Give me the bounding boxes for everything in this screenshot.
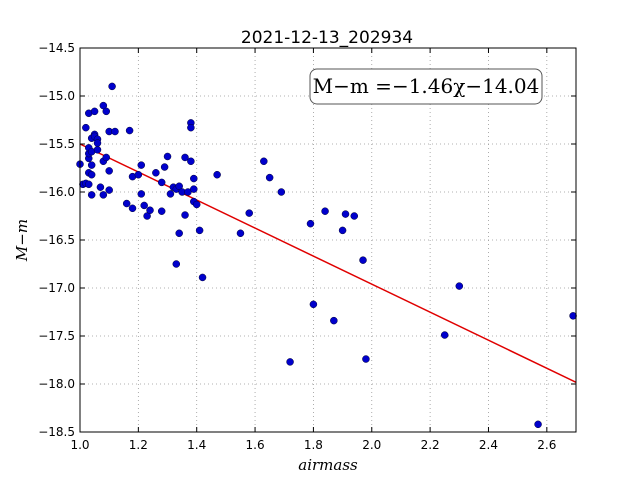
x-tick-label: 1.8 (304, 438, 323, 452)
data-point (137, 161, 146, 169)
data-point (190, 185, 198, 193)
data-point (166, 190, 175, 198)
data-point (85, 180, 93, 189)
data-point (198, 273, 207, 282)
data-point (102, 153, 111, 162)
data-point (140, 201, 148, 210)
data-point (187, 123, 195, 132)
ticks-layer (79, 47, 576, 433)
data-point (82, 123, 90, 132)
data-point (192, 200, 201, 209)
data-point (90, 107, 99, 116)
data-point (569, 312, 577, 320)
x-tick-label: 1.2 (129, 438, 148, 452)
data-point (108, 82, 116, 91)
data-point (163, 152, 172, 161)
data-point (105, 167, 113, 175)
data-point (195, 226, 204, 235)
data-point (181, 211, 189, 219)
data-point (440, 331, 449, 339)
data-point (338, 226, 347, 235)
data-point (93, 146, 102, 154)
y-tick-label: −18.5 (38, 425, 75, 439)
data-point (152, 169, 160, 177)
fit-equation: M−m =−1.46χ−14.04 (313, 74, 540, 98)
data-point (260, 157, 268, 166)
data-point (245, 209, 253, 217)
data-point (111, 127, 119, 136)
data-point (286, 358, 294, 366)
data-point (87, 161, 96, 169)
data-point (306, 219, 315, 228)
x-axis-label: airmass (298, 456, 358, 474)
data-point (321, 207, 329, 215)
y-tick-labels: −14.5 −15.0 −15.5 −16.0 −16.5 −17.0 −17.5 −18.0… (38, 41, 75, 439)
data-point (236, 229, 245, 238)
data-point (190, 174, 198, 183)
data-point (277, 188, 286, 196)
y-tick-label: −17.0 (38, 281, 75, 295)
data-point (146, 206, 154, 214)
data-point (350, 212, 359, 220)
data-points (76, 82, 577, 429)
x-tick-label: 1.4 (187, 438, 206, 452)
x-tick-label: 2.0 (362, 438, 381, 452)
data-point (187, 157, 195, 166)
x-tick-label: 2.4 (479, 438, 498, 452)
x-tick-label: 2.6 (537, 438, 556, 452)
x-tick-label: 1.0 (70, 438, 89, 452)
x-tick-label: 1.6 (246, 438, 265, 452)
data-point (175, 229, 183, 238)
y-tick-label: −16.0 (38, 185, 75, 199)
annotation-box (309, 68, 543, 105)
data-point (122, 199, 131, 208)
data-point (102, 107, 111, 116)
data-point (172, 260, 181, 268)
x-tick-label: 2.2 (421, 438, 440, 452)
data-point (137, 190, 146, 198)
data-point (105, 186, 113, 194)
data-point (160, 163, 169, 171)
fit-annotation: M−m =−1.46χ−14.04 (309, 68, 543, 105)
y-tick-label: −17.5 (38, 329, 75, 343)
y-axis-label: M−m (13, 219, 31, 262)
data-point (99, 191, 108, 199)
y-tick-label: −16.5 (38, 233, 75, 247)
data-point (134, 170, 143, 179)
data-point (455, 282, 464, 290)
data-point (181, 153, 189, 162)
data-point (359, 256, 367, 264)
data-point (96, 183, 105, 191)
data-point (362, 355, 370, 363)
chart-title: 2021-12-13_202934 (241, 28, 413, 48)
y-tick-label: −15.0 (38, 89, 75, 103)
data-point (213, 170, 221, 179)
y-tick-label: −14.5 (38, 41, 75, 55)
data-point (534, 420, 542, 429)
data-point (157, 207, 166, 215)
data-point (93, 139, 102, 147)
data-point (330, 316, 338, 325)
data-point (341, 210, 350, 218)
data-point (87, 170, 96, 179)
data-point (125, 126, 134, 135)
x-tick-labels: 1.0 1.2 1.4 1.6 1.8 2.0 2.2 2.4 2.6 (70, 438, 556, 452)
y-tick-label: −15.5 (38, 137, 75, 151)
data-point (157, 178, 166, 187)
data-point (309, 300, 318, 309)
data-point (87, 191, 96, 199)
data-point (128, 204, 137, 213)
y-tick-label: −18.0 (38, 377, 75, 391)
data-point (265, 173, 274, 182)
